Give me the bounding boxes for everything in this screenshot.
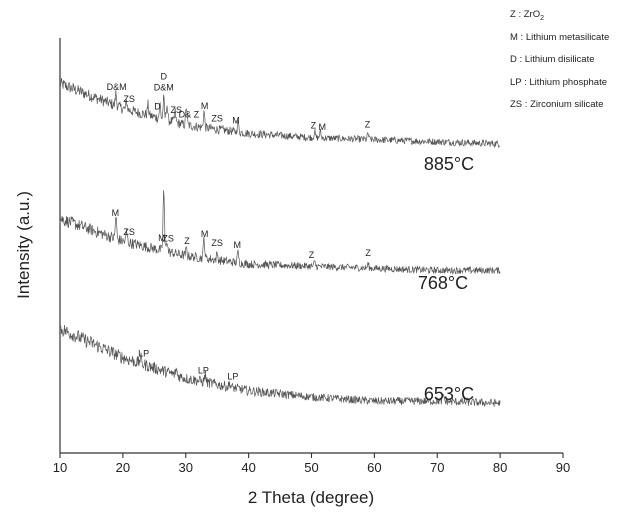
legend-separator: :	[521, 76, 530, 88]
peak-label: ZS	[123, 94, 135, 104]
peak-label: D	[154, 102, 161, 112]
peak-label: M	[158, 233, 166, 243]
series-line	[59, 324, 501, 407]
series-0	[59, 78, 501, 148]
legend-abbr: D	[510, 54, 517, 65]
peak-label: D	[160, 72, 167, 82]
x-tick-label: 60	[367, 460, 381, 475]
legend-text: ZrO	[523, 9, 541, 20]
peak-label: Z	[365, 119, 371, 129]
x-tick-label: 10	[53, 460, 67, 475]
peak-label: M	[318, 122, 326, 132]
peak-label: Z	[365, 248, 371, 258]
legend-entry-m: M : Lithium metasilicate	[510, 31, 610, 56]
legend-abbr: ZS	[510, 99, 523, 110]
peak-label: ZS	[162, 234, 174, 244]
legend: Z : ZrO2 M : Lithium metasilicate D : Li…	[510, 10, 609, 123]
legend-separator: :	[517, 31, 526, 43]
legend-separator: :	[516, 54, 525, 65]
legend-separator: :	[515, 9, 524, 20]
legend-entry-lp: LP : Lithium phosphate	[510, 76, 609, 101]
peak-label: LP	[198, 366, 209, 376]
peak-label: M	[234, 240, 242, 250]
legend-text: Zirconium silicate	[530, 99, 604, 110]
y-axis-title: Intensity (a.u.)	[14, 191, 33, 299]
series-labels: 885°C 768°C 653°C	[418, 154, 474, 404]
legend-text: Lithium metasilicate	[525, 31, 610, 43]
series-1	[59, 190, 501, 275]
peak-label: Z	[184, 236, 190, 246]
x-tick-label: 90	[556, 460, 570, 475]
legend-entry-z: Z : ZrO2	[510, 10, 609, 33]
legend-abbr: M	[510, 31, 518, 43]
peak-label: ZS	[211, 113, 223, 123]
axes	[59, 38, 563, 454]
series-line	[59, 190, 501, 275]
peak-label: Z	[311, 121, 317, 131]
legend-separator: :	[522, 99, 531, 110]
legend-abbr: LP	[510, 76, 522, 88]
series-line	[59, 78, 501, 148]
series-2	[59, 324, 501, 407]
legend-subscript: 2	[540, 14, 544, 22]
x-tick-label: 50	[304, 460, 318, 475]
peak-label: ZS	[123, 227, 135, 237]
peak-label: ZS	[171, 105, 183, 115]
series-label: 768°C	[418, 273, 468, 293]
peak-label: M	[201, 101, 209, 111]
x-tick-label: 30	[179, 460, 193, 475]
legend-text: Lithium phosphate	[529, 76, 608, 88]
x-tick-label: 80	[493, 460, 507, 475]
peak-label: LP	[138, 348, 149, 358]
peak-label: ZS	[211, 238, 223, 248]
peak-label: D&M	[154, 83, 174, 93]
peak-label: LP	[227, 372, 238, 382]
x-ticks: 10 20 30 40 50 60 70 80 90	[53, 453, 570, 475]
peak-label: M	[112, 208, 120, 218]
x-tick-label: 70	[430, 460, 444, 475]
legend-entry-d: D : Lithium disilicate	[510, 55, 609, 78]
series-label: 653°C	[424, 384, 474, 404]
legend-abbr: Z	[510, 9, 516, 20]
x-tick-label: 20	[116, 460, 130, 475]
peak-label: M	[232, 116, 240, 126]
peak-label: D&M	[107, 82, 127, 92]
series-label: 885°C	[424, 154, 474, 174]
peak-label: M	[201, 229, 209, 239]
legend-entry-zs: ZS : Zirconium silicate	[510, 100, 609, 123]
peak-label: D& Z	[179, 110, 200, 120]
x-axis-title: 2 Theta (degree)	[248, 488, 374, 507]
peak-label: Z	[309, 250, 315, 260]
series-layer	[59, 78, 501, 407]
x-tick-label: 40	[241, 460, 255, 475]
legend-text: Lithium disilicate	[524, 54, 595, 65]
